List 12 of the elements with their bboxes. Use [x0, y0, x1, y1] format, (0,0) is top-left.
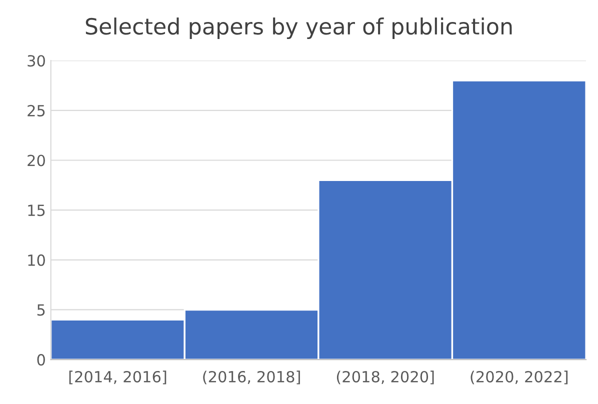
x-tick-label: (2020, 2022]	[470, 370, 568, 384]
x-tick-label: (2018, 2020]	[336, 370, 434, 384]
y-tick-label: 5	[37, 304, 45, 316]
x-tick-label: (2016, 2018]	[203, 370, 300, 384]
y-tick-label: 15	[28, 204, 45, 216]
y-tick-label: 20	[28, 154, 45, 166]
chart-title: Selected papers by year of publication	[86, 18, 512, 40]
y-tick-label: 25	[28, 104, 45, 116]
y-tick-label: 10	[28, 254, 45, 266]
x-tick-label: [2014, 2016]	[69, 370, 166, 384]
y-tick-label: 0	[37, 354, 45, 366]
y-tick-label: 30	[28, 55, 45, 67]
